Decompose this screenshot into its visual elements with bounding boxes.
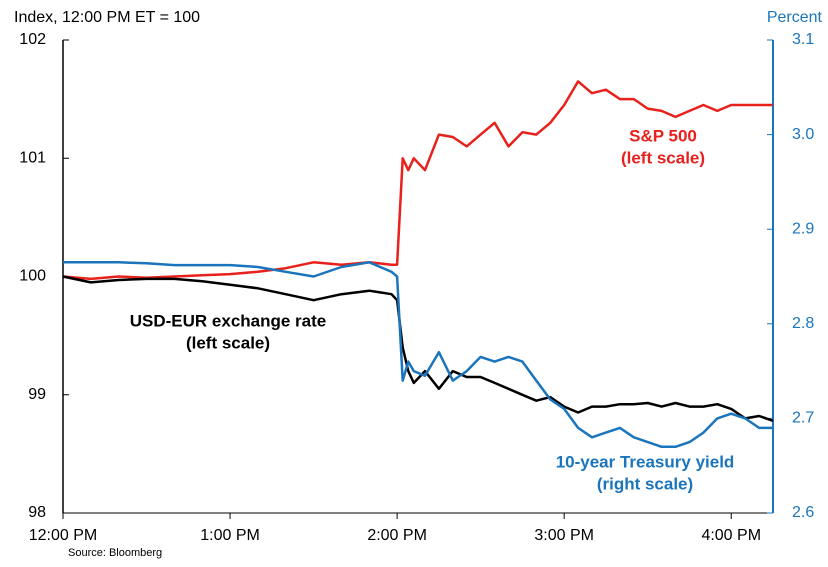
- y2-tick-label: 3.0: [792, 126, 814, 143]
- x-tick-label: 1:00 PM: [200, 527, 260, 544]
- series-note: (right scale): [597, 474, 693, 493]
- y2-tick-label: 2.9: [792, 220, 814, 237]
- y2-tick-label: 2.7: [792, 410, 814, 427]
- series-label: S&P 500: [629, 126, 697, 145]
- y-tick-label: 100: [19, 268, 46, 285]
- y2-axis-label: Percent: [767, 9, 823, 26]
- y2-tick-label: 3.1: [792, 31, 814, 48]
- x-tick-label: 3:00 PM: [534, 527, 594, 544]
- y-tick-label: 99: [28, 386, 46, 403]
- series-line: [63, 261, 773, 449]
- series-note: (left scale): [621, 148, 705, 167]
- source: Source: Bloomberg: [68, 547, 162, 559]
- series-line: [62, 80, 773, 281]
- series-note: (left scale): [186, 333, 270, 352]
- x-tick-label: 2:00 PM: [367, 527, 427, 544]
- y-tick-label: 101: [19, 149, 46, 166]
- y-axis-label: Index, 12:00 PM ET = 100: [14, 9, 200, 26]
- x-tick-label: 4:00 PM: [701, 527, 761, 544]
- series-line: [62, 275, 774, 422]
- y2-tick-label: 2.6: [792, 504, 814, 521]
- y-tick-label: 98: [28, 504, 46, 521]
- y-tick-label: 102: [19, 31, 46, 48]
- series-label: 10-year Treasury yield: [556, 452, 735, 471]
- series-label: USD-EUR exchange rate: [130, 311, 327, 330]
- y2-tick-label: 2.8: [792, 315, 814, 332]
- x-tick-label: 12:00 PM: [29, 527, 97, 544]
